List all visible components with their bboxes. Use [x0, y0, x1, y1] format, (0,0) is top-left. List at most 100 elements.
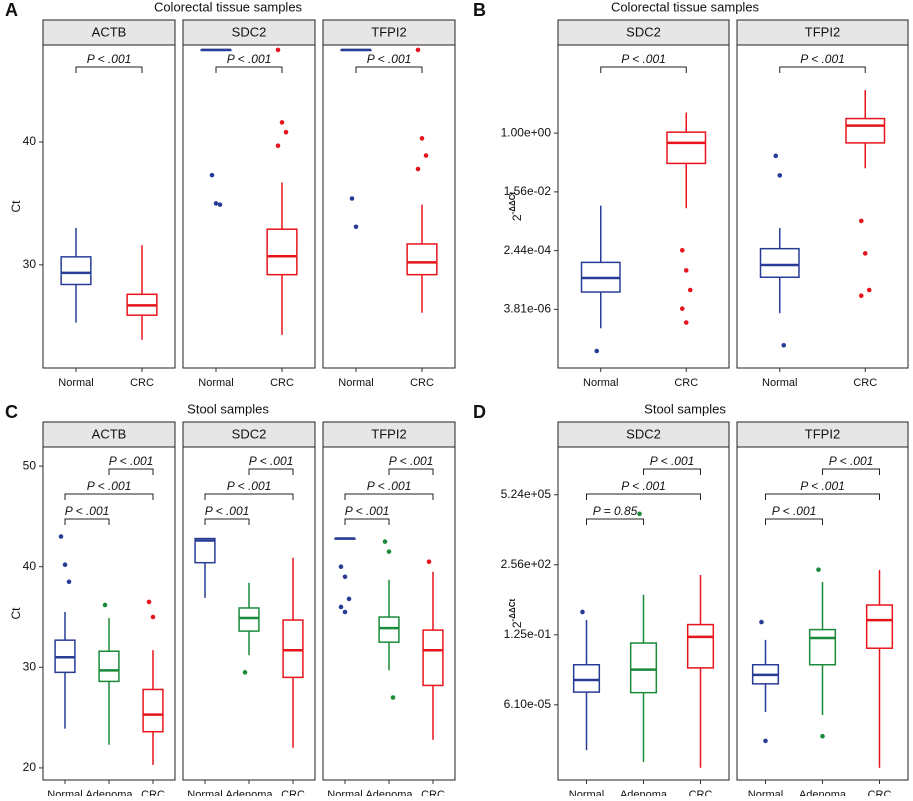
x-tick-label: Adenoma [85, 789, 133, 796]
panel-title: Stool samples [187, 401, 269, 416]
comparison-bracket [64, 493, 154, 500]
box [808, 628, 837, 666]
outlier-point [423, 153, 429, 158]
x-tick-label: Normal [569, 789, 604, 796]
box [572, 663, 601, 693]
outlier-point [58, 534, 64, 539]
x-tick-label: Adenoma [225, 789, 273, 796]
comparison-bracket [388, 468, 434, 475]
y-tick-label: 6.10e-05 [504, 697, 552, 711]
outlier-point [759, 619, 764, 625]
x-tick-label: Normal [47, 789, 82, 796]
x-tick-label: Normal [748, 789, 783, 796]
y-axis-label-base: 2 [510, 621, 524, 628]
outlier-point [637, 511, 642, 517]
y-tick-label: 5.24e+05 [501, 487, 552, 501]
facet-label: TFPI2 [805, 24, 840, 39]
outlier-point [679, 306, 685, 311]
outlier-point [415, 166, 421, 172]
x-tick-label: Normal [327, 789, 362, 796]
facet-panel [557, 44, 730, 369]
y-tick-label: 2.56e+02 [501, 557, 552, 571]
panel-label: C [5, 402, 18, 422]
outlier-point [66, 579, 72, 585]
outlier-point [275, 143, 281, 149]
facet-panel [42, 44, 176, 369]
y-tick-label: 3.81e-06 [504, 302, 552, 316]
facet-label: SDC2 [232, 24, 267, 39]
outlier-point [338, 564, 344, 570]
comparison-label: P < .001 [367, 479, 412, 493]
comparison-bracket [822, 468, 880, 475]
comparison-bracket [344, 518, 390, 525]
facet-strip [736, 421, 909, 448]
y-tick-label: 1.56e-02 [504, 184, 552, 198]
box [142, 688, 164, 733]
facet-label: TFPI2 [371, 426, 406, 441]
comparison-label: P < .001 [800, 479, 845, 493]
y-axis-label: 2-ΔΔCt [508, 192, 524, 222]
x-tick-label: Adenoma [365, 789, 413, 796]
panel-title: Colorectal tissue samples [611, 0, 760, 14]
outlier-point [866, 287, 872, 293]
x-tick-label: Normal [762, 377, 797, 389]
y-tick-label: 40 [23, 134, 37, 148]
outlier-point [275, 47, 281, 53]
outlier-point [349, 196, 355, 201]
box [865, 604, 894, 649]
x-tick-label: CRC [689, 789, 713, 796]
facet-label: TFPI2 [805, 426, 840, 441]
comparison-label: P < .001 [65, 504, 110, 518]
y-tick-label: 30 [23, 659, 37, 673]
x-tick-label: Normal [198, 377, 233, 389]
comparison-bracket [344, 493, 434, 500]
outlier-point [242, 670, 248, 675]
comparison-bracket [765, 518, 823, 525]
comparison-bracket [108, 468, 154, 475]
comparison-label: P < .001 [345, 504, 390, 518]
facet-panel [182, 446, 316, 781]
outlier-point [777, 173, 783, 178]
comparison-label: P < .001 [367, 52, 412, 66]
outlier-point [102, 602, 108, 608]
box [406, 243, 438, 276]
y-axis-label-base: Ct [9, 607, 23, 620]
outlier-point [386, 549, 392, 554]
y-tick-label: 1.25e-01 [504, 627, 552, 641]
outlier-point [594, 348, 600, 354]
outlier-point [683, 268, 689, 273]
y-axis-label-sup: -ΔΔCt [508, 192, 517, 215]
box [845, 117, 886, 144]
outlier-point [217, 202, 223, 207]
x-tick-label: CRC [421, 789, 445, 796]
outlier-point [858, 293, 864, 299]
x-tick-label: Adenoma [799, 789, 847, 796]
comparison-label: P = 0.85 [593, 504, 638, 518]
y-axis-label: Ct [9, 200, 23, 213]
facet-panel [182, 44, 316, 369]
comparison-bracket [204, 518, 250, 525]
outlier-point [346, 596, 352, 602]
x-tick-label: CRC [270, 377, 294, 389]
comparison-label: P < .001 [227, 479, 272, 493]
outlier-point [338, 604, 344, 610]
panel-title: Colorectal tissue samples [154, 0, 303, 14]
facet-strip [322, 19, 456, 46]
x-tick-label: CRC [281, 789, 305, 796]
comparison-label: P < .001 [109, 454, 154, 468]
facet-label: ACTB [92, 426, 127, 441]
y-tick-label: 20 [23, 760, 37, 774]
box [266, 228, 298, 276]
facet-strip [557, 19, 730, 46]
outlier-point [781, 342, 787, 348]
facet-label: SDC2 [232, 426, 267, 441]
x-tick-label: Normal [187, 789, 222, 796]
y-tick-label: 30 [23, 257, 37, 271]
panel-label: A [5, 0, 18, 20]
comparison-label: P < .001 [389, 454, 434, 468]
comparison-label: P < .001 [227, 52, 272, 66]
x-tick-label: CRC [674, 377, 698, 389]
box [98, 650, 120, 683]
outlier-point [279, 120, 285, 125]
